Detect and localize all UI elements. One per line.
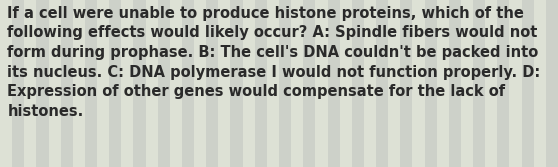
Bar: [340, 0, 352, 167]
Bar: [546, 0, 558, 167]
Bar: [85, 0, 97, 167]
Bar: [255, 0, 267, 167]
Bar: [534, 0, 546, 167]
Bar: [315, 0, 328, 167]
Bar: [376, 0, 388, 167]
Bar: [497, 0, 509, 167]
Text: If a cell were unable to produce histone proteins, which of the
following effect: If a cell were unable to produce histone…: [7, 6, 541, 119]
Bar: [146, 0, 158, 167]
Bar: [133, 0, 146, 167]
Bar: [328, 0, 340, 167]
Bar: [400, 0, 412, 167]
Bar: [194, 0, 206, 167]
Bar: [412, 0, 425, 167]
Bar: [73, 0, 85, 167]
Bar: [364, 0, 376, 167]
Bar: [121, 0, 133, 167]
Bar: [352, 0, 364, 167]
Bar: [206, 0, 218, 167]
Bar: [291, 0, 303, 167]
Bar: [97, 0, 109, 167]
Bar: [485, 0, 497, 167]
Bar: [158, 0, 170, 167]
Bar: [437, 0, 449, 167]
Bar: [388, 0, 400, 167]
Bar: [36, 0, 49, 167]
Bar: [182, 0, 194, 167]
Bar: [522, 0, 534, 167]
Bar: [473, 0, 485, 167]
Bar: [24, 0, 36, 167]
Bar: [0, 0, 12, 167]
Bar: [425, 0, 437, 167]
Bar: [230, 0, 243, 167]
Bar: [279, 0, 291, 167]
Bar: [449, 0, 461, 167]
Bar: [461, 0, 473, 167]
Bar: [243, 0, 255, 167]
Bar: [218, 0, 230, 167]
Bar: [12, 0, 24, 167]
Bar: [267, 0, 279, 167]
Bar: [109, 0, 121, 167]
Bar: [170, 0, 182, 167]
Bar: [303, 0, 315, 167]
Bar: [61, 0, 73, 167]
Bar: [509, 0, 522, 167]
Bar: [49, 0, 61, 167]
